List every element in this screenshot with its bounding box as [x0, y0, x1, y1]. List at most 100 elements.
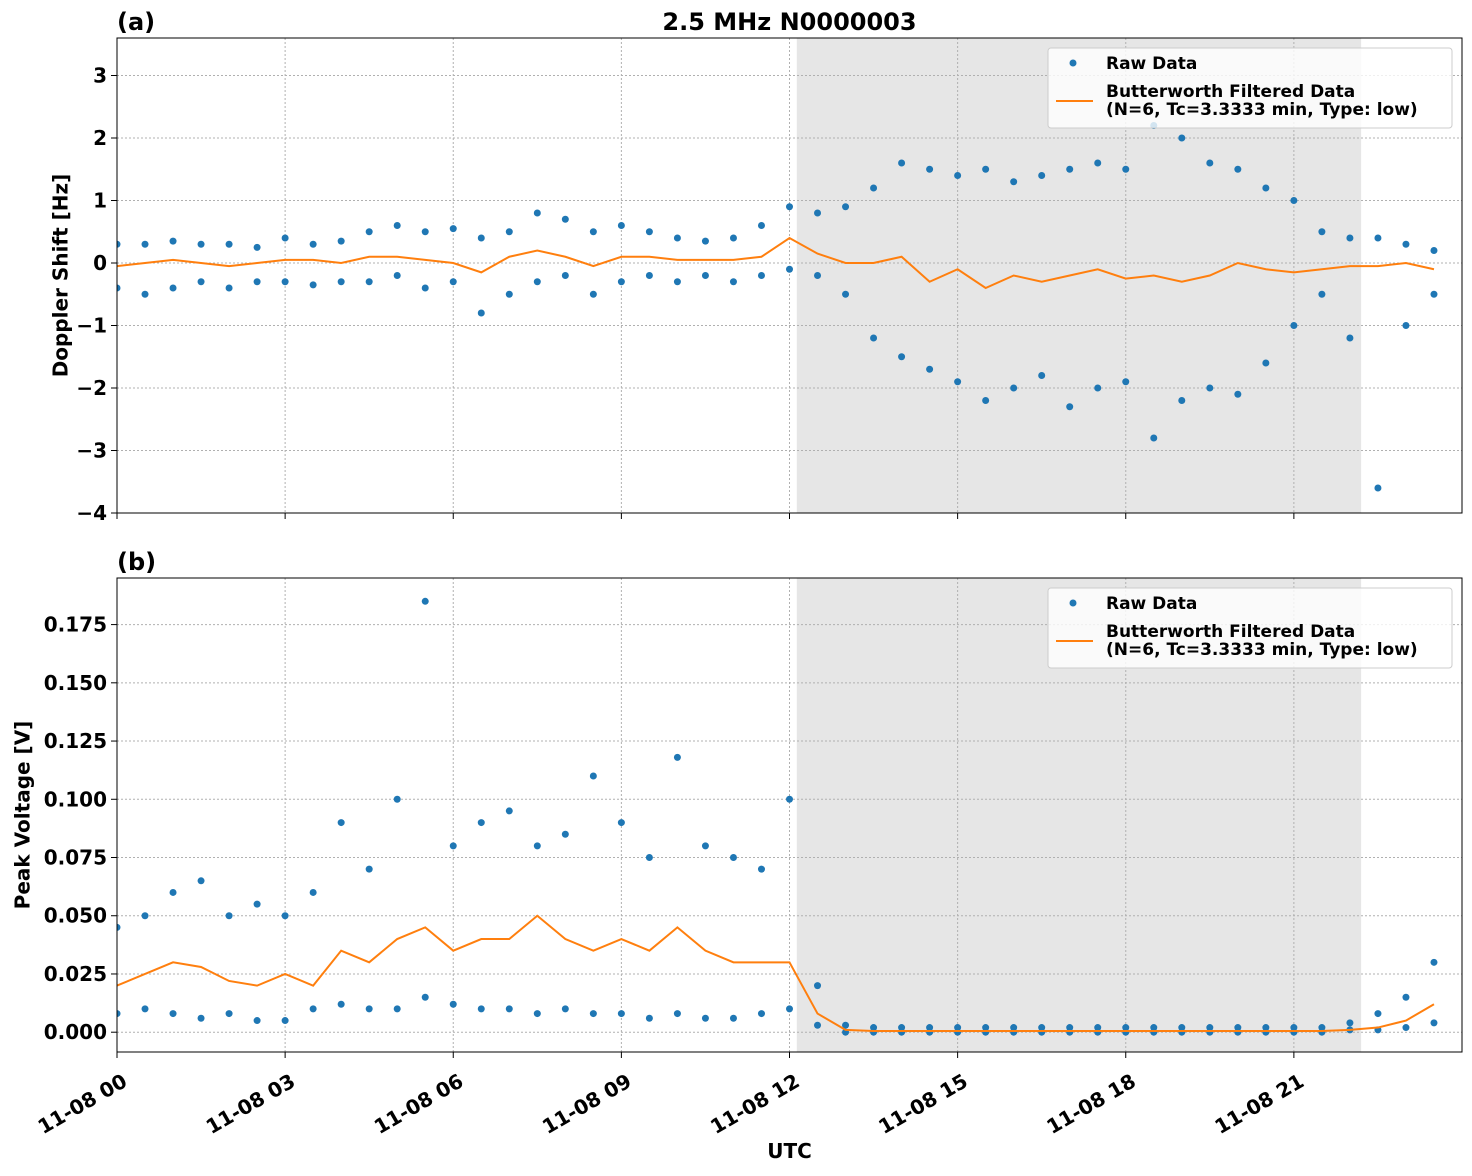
- raw-point: [814, 272, 822, 279]
- raw-point: [393, 272, 401, 279]
- x-tick-label: 11-08 15: [874, 1069, 972, 1139]
- raw-point: [365, 1005, 373, 1013]
- x-tick-label: 11-08 06: [370, 1069, 468, 1139]
- raw-point: [505, 1005, 513, 1013]
- raw-point: [1178, 1028, 1186, 1036]
- raw-point: [617, 1010, 625, 1018]
- raw-point: [1346, 1019, 1354, 1027]
- raw-point: [757, 865, 765, 873]
- y-tick-label: 1: [93, 189, 107, 213]
- raw-point: [421, 597, 429, 605]
- raw-point: [786, 1005, 793, 1013]
- raw-point: [786, 203, 793, 211]
- raw-point: [505, 807, 513, 815]
- panel-label: (b): [117, 548, 156, 576]
- raw-point: [253, 278, 261, 286]
- raw-point: [253, 1017, 261, 1025]
- raw-point: [954, 1028, 962, 1036]
- legend-label: Butterworth Filtered Data (N=6, Tc=3.3333…: [1106, 82, 1418, 120]
- raw-point: [814, 1021, 822, 1029]
- raw-point: [169, 237, 177, 245]
- chart-title: 2.5 MHz N0000003: [662, 8, 916, 36]
- raw-point: [1178, 397, 1186, 404]
- raw-point: [870, 334, 878, 342]
- raw-point: [225, 240, 233, 248]
- y-tick-label: 0.150: [44, 671, 107, 695]
- raw-point: [1430, 958, 1438, 966]
- y-tick-label: 0.125: [44, 729, 107, 753]
- raw-point: [1430, 247, 1438, 254]
- y-tick-label: 0: [93, 251, 107, 275]
- raw-point: [589, 290, 597, 298]
- raw-point: [309, 1005, 317, 1013]
- raw-point: [169, 284, 177, 292]
- raw-point: [1038, 172, 1046, 179]
- raw-point: [561, 830, 569, 838]
- plot-area: [117, 122, 1438, 492]
- raw-point: [141, 290, 149, 298]
- raw-point: [589, 1010, 597, 1018]
- raw-point: [1374, 1010, 1382, 1018]
- raw-point: [1346, 334, 1354, 342]
- raw-point: [1010, 178, 1018, 186]
- raw-point: [617, 222, 625, 229]
- raw-point: [701, 1014, 709, 1022]
- raw-point: [1318, 290, 1326, 298]
- raw-point: [870, 184, 878, 192]
- raw-point: [505, 290, 513, 298]
- raw-point: [701, 842, 709, 850]
- raw-point: [814, 982, 822, 990]
- y-tick-label: 3: [93, 64, 107, 88]
- x-tick-label: 11-08 03: [202, 1069, 300, 1139]
- raw-point: [1206, 159, 1214, 167]
- raw-point: [1402, 322, 1410, 329]
- raw-point: [393, 222, 401, 229]
- raw-point: [449, 225, 457, 233]
- raw-point: [253, 900, 261, 908]
- y-tick-label: −1: [76, 314, 107, 338]
- x-tick-label: 11-08 09: [538, 1069, 636, 1139]
- raw-point: [337, 237, 345, 245]
- raw-point: [505, 228, 513, 236]
- raw-point: [1290, 1028, 1298, 1036]
- raw-point: [954, 172, 962, 179]
- raw-point: [673, 1010, 681, 1018]
- raw-point: [1430, 290, 1438, 298]
- filtered-line: [117, 914, 1435, 1033]
- y-tick-label: 2: [93, 126, 107, 150]
- raw-point: [1234, 1028, 1242, 1036]
- raw-point: [701, 237, 709, 245]
- axes-frame: [116, 37, 1463, 514]
- raw-point: [701, 272, 709, 279]
- raw-point: [169, 1010, 177, 1018]
- raw-point: [1178, 134, 1186, 142]
- raw-point: [141, 912, 149, 920]
- raw-point: [281, 1017, 289, 1025]
- legend-label: Raw Data: [1106, 594, 1197, 614]
- raw-point: [926, 1028, 934, 1036]
- legend-box: [1047, 47, 1453, 129]
- raw-point: [197, 1014, 205, 1022]
- raw-point: [1402, 1024, 1410, 1032]
- raw-point: [982, 1028, 990, 1036]
- x-tick-label: 11-08 21: [1210, 1069, 1308, 1139]
- raw-point: [197, 278, 205, 286]
- raw-point: [337, 278, 345, 286]
- raw-point: [1066, 1028, 1074, 1036]
- raw-point: [982, 397, 990, 404]
- x-tick-label: 11-08 12: [706, 1069, 804, 1139]
- raw-point: [1010, 1028, 1018, 1036]
- raw-point: [561, 272, 569, 279]
- raw-point: [1262, 184, 1270, 192]
- raw-point: [673, 234, 681, 242]
- raw-point: [729, 854, 737, 862]
- plot-area: [117, 597, 1438, 1036]
- raw-point: [645, 1014, 653, 1022]
- raw-point: [898, 159, 906, 167]
- raw-point: [281, 234, 289, 242]
- raw-point: [141, 1005, 149, 1013]
- y-tick-label: −2: [76, 376, 107, 400]
- raw-point: [533, 209, 541, 217]
- raw-point: [1346, 234, 1354, 242]
